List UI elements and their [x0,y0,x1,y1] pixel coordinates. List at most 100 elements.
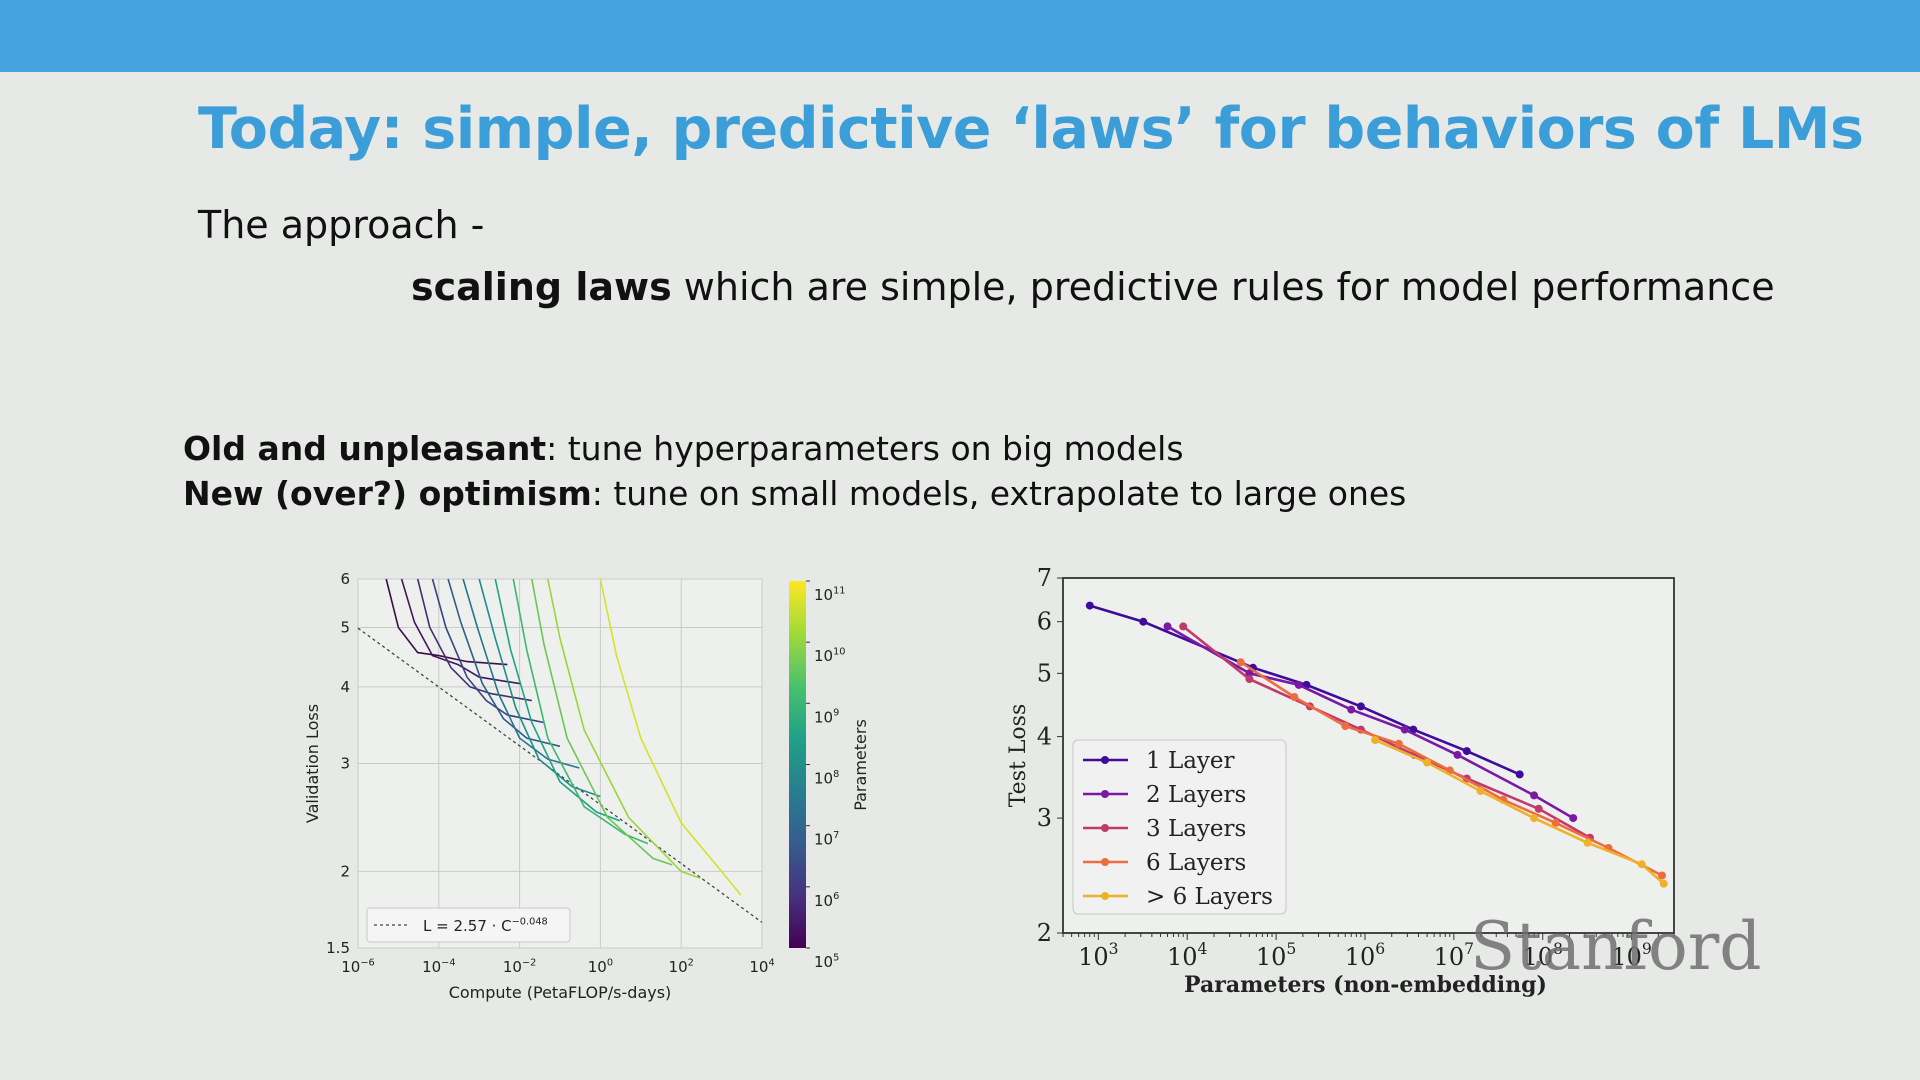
training-curve [447,578,561,748]
series-point [1294,680,1303,689]
colorbar-tick-label-exp: 7 [833,830,839,841]
colorbar-tick-label-exp: 10 [833,646,845,657]
y-tick-label: 6 [1037,608,1052,636]
y-axis-label: Test Loss [1006,704,1031,808]
series-point [1400,725,1409,734]
new-approach-term: New (over?) optimism [183,474,592,513]
colorbar-label: Parameters [851,719,870,811]
legend-marker [1101,756,1109,764]
series-point [1347,705,1356,714]
series-point [1659,879,1668,888]
legend-marker [1101,824,1109,832]
colorbar-tick-label-exp: 5 [833,952,839,963]
y-tick-label: 3 [340,755,350,773]
series-point [1534,804,1543,813]
new-approach-desc: : tune on small models, extrapolate to l… [591,474,1407,513]
colorbar-tick-label-base: 10 [814,831,833,849]
x-tick-label: 105 [1256,940,1296,971]
scaling-laws-desc: which are simple, predictive rules for m… [671,265,1775,309]
x-axis-label: Parameters (non-embedding) [1184,972,1547,998]
series-point [1245,669,1254,678]
y-tick-label: 7 [1037,564,1052,592]
x-tick-label-exp: 4 [768,957,774,968]
series-point [1637,860,1646,869]
x-tick-label-base: 10 [588,958,607,976]
x-tick-label-exp: −2 [522,957,536,968]
x-tick-label-exp: 7 [1464,940,1474,958]
colorbar-tick-label-base: 10 [814,647,833,665]
legend-label: 6 Layers [1146,850,1246,876]
x-tick-label-base: 10 [1256,943,1287,971]
series-point [1551,818,1560,827]
x-tick-label: 109 [1611,940,1651,971]
x-tick-label: 10−4 [422,957,455,976]
stanford-watermark: Stanford [1470,908,1762,985]
y-tick-label: 1.5 [326,939,350,957]
x-tick-label-exp: 4 [1198,940,1208,958]
x-tick-label: 104 [749,957,774,976]
series-line [1089,604,1521,776]
colorbar-tick-label: 109 [814,708,839,727]
legend-fit-label-base: L = 2.57 · C [423,917,512,935]
series-point [1515,770,1524,779]
legend-label: > 6 Layers [1146,884,1273,910]
old-approach-term: Old and unpleasant [183,429,547,468]
x-tick-label-base: 10 [341,958,360,976]
training-curve [494,578,620,822]
training-curve [416,578,532,702]
x-tick-label-exp: 2 [688,957,694,968]
x-tick-label-exp: −6 [360,957,374,968]
series-point [1236,658,1245,667]
colorbar-tick-label-base: 10 [814,586,833,604]
colorbar-tick-label: 107 [814,830,839,849]
colorbar-tick-label: 1010 [814,646,846,665]
x-tick-label: 106 [1345,940,1385,971]
series-point [1085,601,1094,610]
y-tick-label: 3 [1037,804,1052,832]
y-tick-label: 2 [340,862,350,880]
colorbar [789,581,806,948]
colorbar-tick-label-exp: 9 [833,708,839,719]
x-tick-label-base: 10 [1345,943,1376,971]
x-tick-label-base: 10 [422,958,441,976]
legend-label: 1 Layer [1146,748,1235,774]
x-tick-label-exp: −4 [441,957,455,968]
series-point [1341,722,1350,731]
slide-title: Today: simple, predictive ‘laws’ for beh… [198,96,1864,162]
top-bar [0,0,1920,72]
series-point [1139,617,1148,626]
old-approach-desc: : tune hyperparameters on big models [546,429,1184,468]
fit-line [357,627,763,923]
x-tick-label-base: 10 [1078,943,1109,971]
colorbar-tick-label: 1011 [814,585,846,604]
colorbar-tick-label: 106 [814,891,839,910]
x-tick-label-base: 10 [1611,943,1642,971]
scaling-laws-term: scaling laws [411,265,672,309]
old-approach-line: Old and unpleasant: tune hyperparameters… [183,429,1184,468]
x-tick-label-base: 10 [503,958,522,976]
series-point [1476,787,1485,796]
series-point [1163,622,1172,631]
x-tick-label-exp: 6 [1375,940,1385,958]
x-tick-label: 10−2 [503,957,536,976]
training-curve [478,578,601,798]
y-axis-label: Validation Loss [303,704,322,823]
training-curve [547,578,701,879]
series-point [1371,736,1380,745]
colorbar-tick-label-base: 10 [814,892,833,910]
series-point [1453,750,1462,759]
series-point [1245,675,1254,684]
training-curve [400,578,520,685]
training-curve [531,578,673,866]
series-line [1182,625,1591,839]
x-tick-label-base: 10 [1522,943,1553,971]
training-curve [431,578,545,724]
x-tick-label: 100 [588,957,613,976]
colorbar-tick-label-exp: 11 [833,585,845,596]
x-tick-label-base: 10 [749,958,768,976]
y-tick-label: 5 [340,619,350,637]
x-tick-label: 108 [1522,940,1562,971]
x-tick-label-exp: 8 [1553,940,1563,958]
x-tick-label: 104 [1167,940,1208,971]
